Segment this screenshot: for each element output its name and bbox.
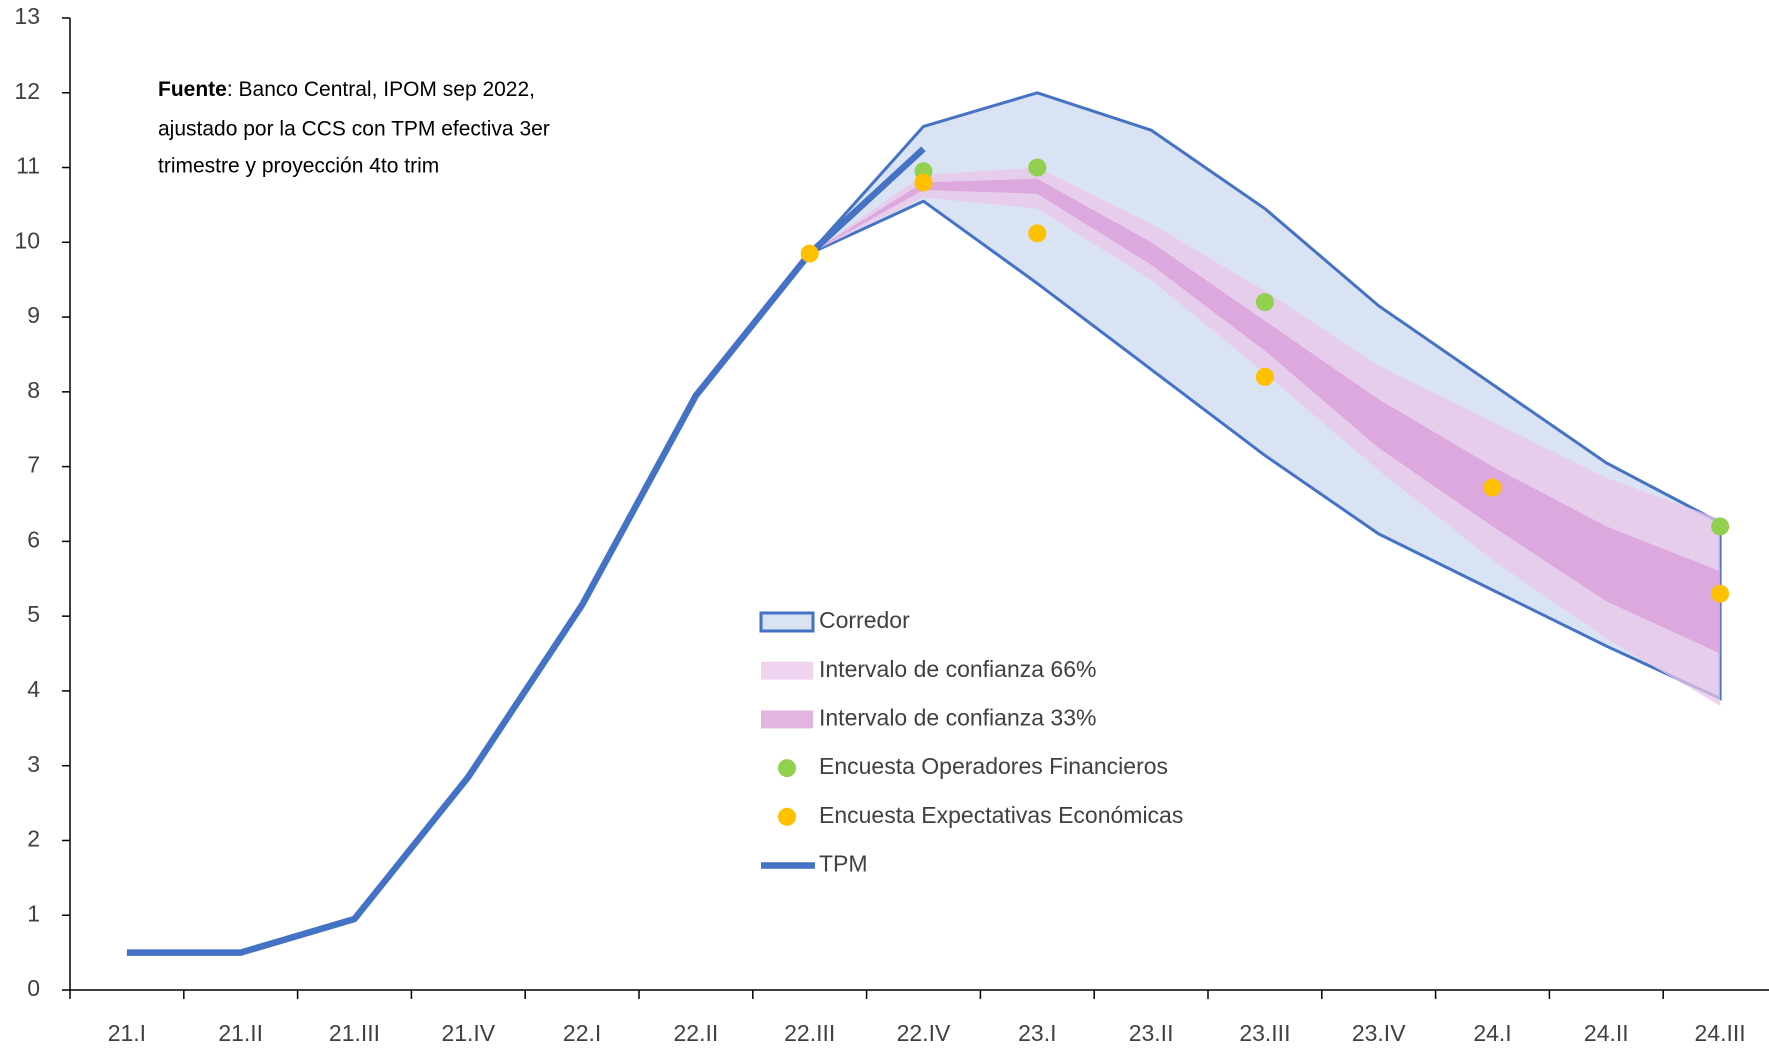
point: [1483, 478, 1502, 497]
annotation-line: trimestre y proyección 4to trim: [158, 155, 439, 178]
y-tick-label: 7: [27, 452, 40, 478]
x-tick-label: 21.III: [329, 1020, 380, 1046]
y-tick-label: 11: [16, 153, 40, 179]
annotation-bold: Fuente: [158, 78, 227, 101]
y-tick-label: 6: [27, 526, 40, 552]
y-tick-label: 2: [27, 826, 40, 852]
point: [1255, 293, 1274, 312]
y-tick-label: 3: [27, 751, 40, 777]
y-tick-label: 12: [14, 78, 40, 104]
x-tick-label: 22.I: [563, 1020, 601, 1046]
point: [1255, 367, 1274, 386]
point: [1711, 517, 1730, 536]
y-tick-label: 8: [27, 377, 40, 403]
point: [914, 173, 933, 192]
point: [800, 244, 819, 263]
y-tick-label: 13: [14, 3, 40, 29]
x-tick-label: 21.IV: [441, 1020, 495, 1046]
point: [1711, 584, 1730, 603]
x-tick-label: 23.IV: [1352, 1020, 1406, 1046]
x-tick-label: 21.II: [218, 1020, 263, 1046]
y-tick-label: 10: [14, 227, 40, 253]
legend-swatch: [761, 710, 813, 729]
x-tick-label: 21.I: [108, 1020, 146, 1046]
point: [1028, 224, 1047, 243]
legend-label: Intervalo de confianza 33%: [819, 704, 1096, 730]
legend-label: Intervalo de confianza 66%: [819, 656, 1096, 682]
line: [126, 146, 926, 956]
y-tick-label: 5: [27, 601, 40, 627]
x-tick-label: 24.I: [1473, 1020, 1511, 1046]
legend-label: TPM: [819, 851, 868, 877]
x-tick-label: 22.III: [784, 1020, 835, 1046]
annotation: Fuente: Banco Central, IPOM sep 2022,: [158, 78, 535, 101]
x-tick-label: 23.III: [1239, 1020, 1290, 1046]
legend-swatch: [759, 611, 815, 633]
y-tick-label: 1: [27, 900, 40, 926]
legend-swatch: [778, 807, 796, 826]
band: [809, 178, 1721, 654]
x-tick-label: 24.II: [1584, 1020, 1629, 1046]
legend-label: Encuesta Operadores Financieros: [819, 753, 1168, 779]
annotation-line: : Banco Central, IPOM sep 2022,: [227, 78, 535, 101]
point: [1028, 158, 1047, 177]
y-tick-label: 0: [27, 975, 40, 1001]
x-tick-label: 24.III: [1695, 1020, 1746, 1046]
x-tick-label: 22.IV: [897, 1020, 951, 1046]
x-tick-label: 23.I: [1018, 1020, 1056, 1046]
legend-swatch: [761, 661, 813, 680]
annotation-line: ajustado por la CCS con TPM efectiva 3er: [158, 118, 550, 141]
x-tick-label: 23.II: [1129, 1020, 1174, 1046]
legend-label: Encuesta Expectativas Económicas: [819, 802, 1183, 828]
y-tick-label: 9: [27, 302, 40, 328]
legend-swatch: [778, 759, 796, 778]
legend-label: Corredor: [819, 607, 910, 633]
y-tick-label: 4: [27, 676, 40, 702]
x-tick-label: 22.II: [674, 1020, 719, 1046]
